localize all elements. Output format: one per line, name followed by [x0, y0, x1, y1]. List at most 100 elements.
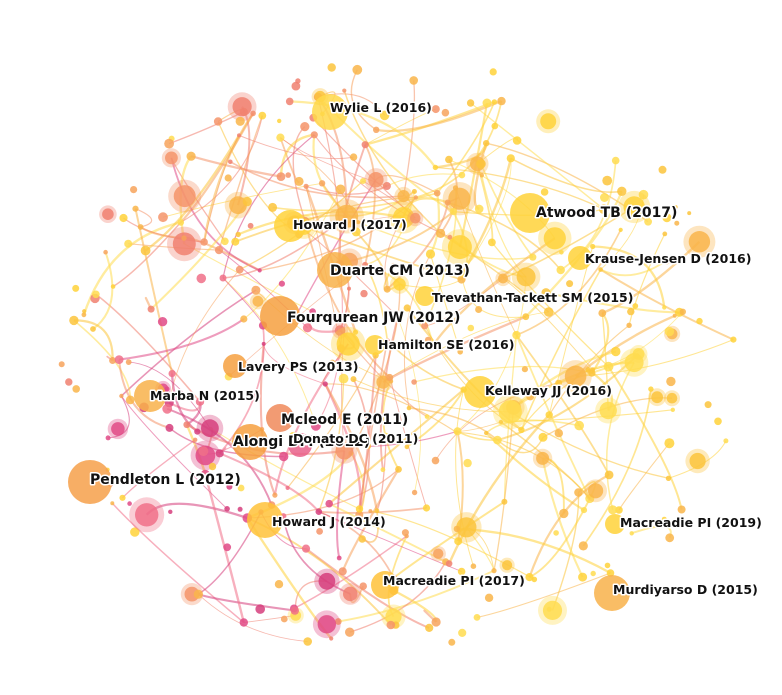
node: [474, 204, 484, 214]
edge: [408, 407, 498, 441]
node: [361, 141, 369, 149]
node: [72, 284, 80, 292]
node: [381, 432, 391, 442]
node: [276, 172, 286, 182]
node: [425, 249, 436, 259]
node: [302, 323, 313, 333]
node: [464, 376, 496, 408]
node-label: Kelleway JJ (2016): [485, 383, 612, 398]
node: [130, 186, 138, 194]
node: [430, 342, 436, 348]
node: [448, 187, 471, 210]
edge: [118, 318, 245, 361]
edge: [432, 237, 556, 346]
node: [431, 456, 440, 465]
node: [103, 249, 108, 255]
edge: [95, 293, 201, 403]
node: [458, 628, 467, 638]
node: [662, 305, 667, 310]
node: [648, 386, 654, 392]
node: [470, 563, 477, 569]
edge: [529, 498, 591, 578]
node: [664, 326, 675, 337]
node: [522, 313, 530, 321]
node: [629, 531, 634, 536]
node: [232, 424, 268, 460]
node: [365, 335, 385, 355]
edge: [209, 427, 360, 510]
node: [638, 189, 649, 200]
node: [360, 178, 366, 184]
edge: [436, 101, 496, 194]
node: [291, 81, 301, 91]
edge: [92, 251, 114, 330]
edge: [386, 340, 464, 391]
node: [329, 359, 336, 367]
node: [604, 470, 614, 480]
node: [335, 442, 353, 460]
node: [119, 393, 124, 399]
node: [598, 309, 607, 317]
node: [193, 437, 198, 442]
edge: [203, 135, 240, 243]
node: [382, 182, 391, 190]
node: [518, 426, 525, 433]
node: [334, 618, 342, 625]
node: [424, 336, 432, 344]
edge: [574, 314, 676, 378]
edge: [168, 269, 241, 403]
node: [214, 246, 224, 255]
node: [590, 570, 596, 577]
node: [235, 231, 241, 238]
edge: [353, 378, 511, 413]
node: [502, 560, 513, 571]
node: [543, 307, 554, 317]
node: [671, 256, 677, 262]
edge: [350, 69, 377, 131]
edge: [134, 208, 174, 374]
node: [483, 140, 490, 147]
edge: [375, 100, 502, 133]
node: [81, 312, 87, 318]
node: [393, 278, 406, 291]
node: [294, 176, 304, 186]
edge: [515, 334, 610, 476]
node: [662, 231, 668, 237]
node: [360, 289, 368, 298]
node: [603, 361, 614, 372]
edge: [548, 324, 630, 416]
node: [158, 212, 168, 223]
edge: [364, 264, 389, 341]
node: [466, 99, 475, 107]
node: [301, 544, 311, 553]
node: [300, 122, 310, 132]
node: [200, 238, 208, 246]
node: [127, 501, 132, 506]
node: [251, 285, 261, 295]
edge: [601, 240, 701, 315]
node: [237, 484, 245, 492]
node: [578, 572, 588, 582]
node: [226, 483, 233, 490]
node: [195, 397, 205, 406]
node: [325, 499, 334, 508]
node: [556, 265, 565, 275]
node: [598, 267, 603, 272]
labeled-nodes: [68, 94, 630, 611]
node: [130, 527, 140, 537]
node: [604, 562, 611, 569]
node: [445, 155, 453, 164]
node: [608, 505, 618, 515]
node: [714, 417, 722, 426]
node-label: Howard J (2017): [293, 217, 407, 232]
node: [454, 537, 463, 546]
edge: [600, 259, 667, 277]
node: [425, 623, 434, 633]
node: [553, 530, 559, 536]
node: [457, 567, 466, 576]
edge: [73, 319, 132, 400]
edge: [382, 380, 400, 470]
node: [362, 261, 369, 268]
node: [183, 421, 191, 429]
node: [147, 305, 155, 313]
